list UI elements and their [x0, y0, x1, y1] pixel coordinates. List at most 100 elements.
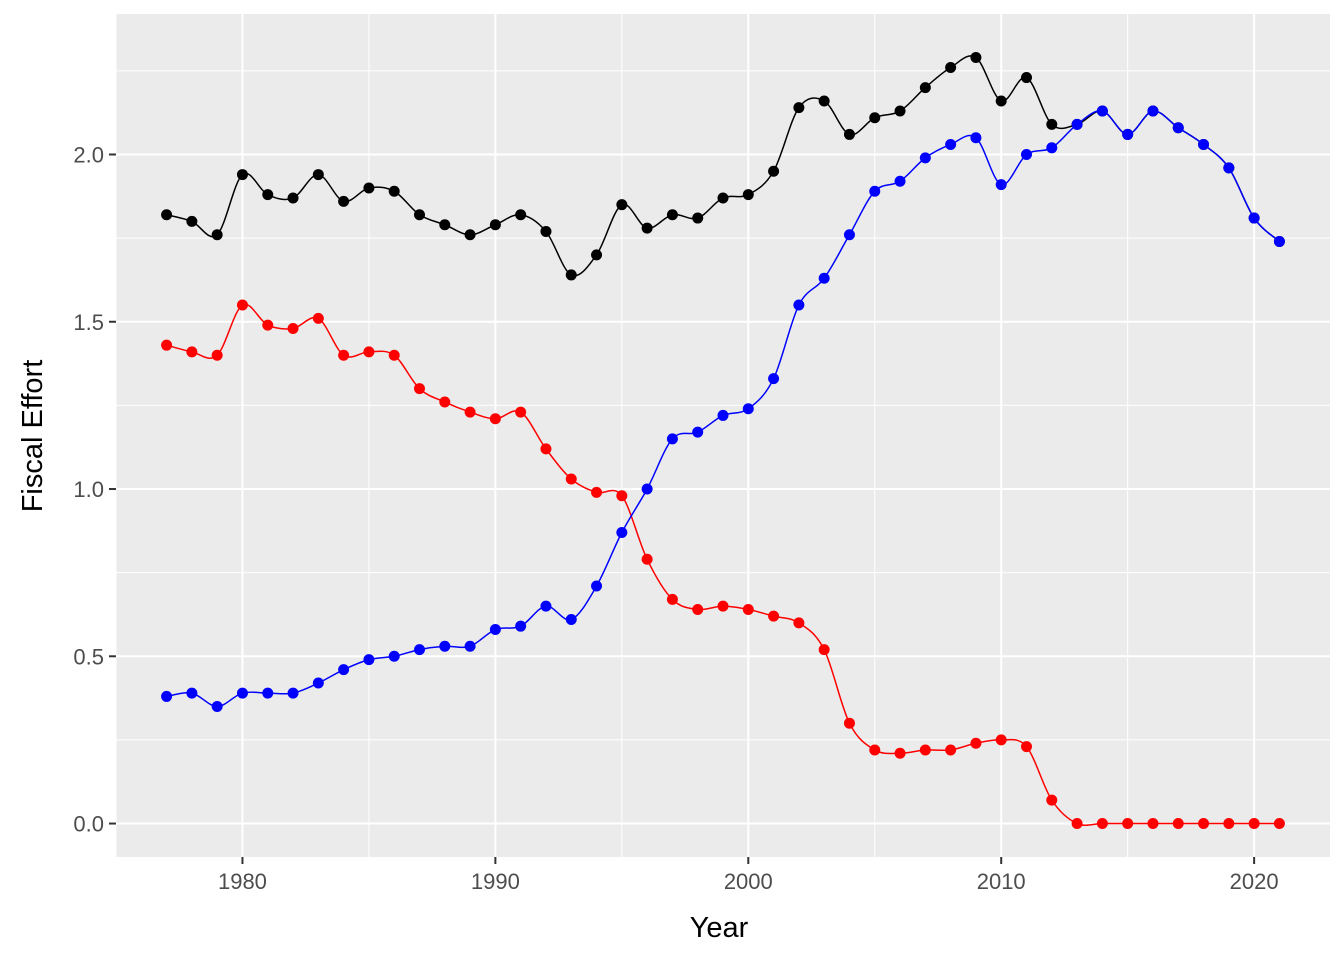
series-point-2	[186, 346, 198, 358]
series-point-1	[363, 182, 375, 194]
x-tick-label: 1980	[218, 869, 267, 894]
series-point-3	[641, 483, 653, 495]
series-point-2	[1071, 818, 1083, 830]
series-point-3	[1096, 105, 1108, 117]
y-tick-label: 1.0	[73, 477, 104, 502]
series-point-3	[312, 677, 324, 689]
x-axis-title: Year	[690, 912, 749, 944]
series-point-3	[1021, 149, 1032, 160]
series-point-1	[768, 165, 780, 177]
series-point-2	[945, 744, 957, 756]
series-point-1	[995, 95, 1007, 107]
series-point-3	[363, 654, 375, 666]
series-point-1	[970, 51, 982, 63]
series-point-3	[591, 580, 603, 592]
series-point-3	[1122, 128, 1134, 140]
series-point-2	[1172, 818, 1184, 830]
series-point-3	[793, 299, 805, 311]
series-point-2	[995, 734, 1007, 746]
series-point-1	[666, 209, 678, 221]
series-point-2	[1198, 818, 1210, 830]
series-point-3	[439, 640, 451, 652]
series-point-1	[793, 102, 805, 114]
series-point-2	[616, 490, 628, 502]
series-point-1	[641, 222, 653, 234]
series-point-3	[1172, 122, 1184, 134]
series-point-2	[793, 617, 805, 629]
series-point-3	[464, 640, 476, 652]
series-point-3	[616, 527, 628, 539]
series-point-2	[363, 346, 375, 358]
series-point-2	[1096, 818, 1108, 830]
series-point-2	[414, 383, 425, 395]
series-point-2	[666, 593, 678, 605]
series-point-1	[439, 219, 451, 231]
series-point-1	[742, 189, 754, 201]
series-point-2	[919, 744, 931, 756]
series-point-3	[1273, 235, 1285, 247]
series-point-3	[414, 644, 425, 656]
plot-panel	[116, 14, 1330, 857]
series-point-2	[818, 644, 830, 656]
y-tick-label: 1.5	[73, 310, 104, 335]
series-point-2	[742, 603, 754, 615]
series-point-1	[186, 215, 198, 227]
series-point-1	[818, 95, 830, 107]
series-point-3	[287, 687, 299, 699]
series-point-3	[843, 229, 855, 241]
series-point-1	[161, 209, 173, 221]
series-point-3	[945, 138, 957, 150]
y-tick-label: 2.0	[73, 143, 104, 168]
series-point-3	[211, 700, 223, 712]
y-axis: 0.0 0.5 1.0 1.5 2.0	[73, 143, 116, 837]
series-point-1	[591, 249, 603, 261]
series-point-3	[515, 620, 527, 632]
series-point-1	[869, 112, 881, 124]
series-point-3	[565, 613, 577, 625]
series-point-2	[1046, 794, 1058, 806]
series-point-1	[894, 105, 906, 117]
series-point-3	[818, 272, 830, 284]
series-point-1	[414, 209, 425, 221]
series-point-3	[1248, 212, 1260, 224]
series-point-2	[1147, 818, 1159, 830]
series-point-2	[1223, 818, 1235, 830]
series-point-3	[262, 687, 274, 699]
series-point-2	[338, 349, 350, 361]
y-tick-label: 0.0	[73, 812, 104, 837]
series-point-3	[970, 132, 982, 144]
series-point-3	[540, 600, 552, 612]
series-point-2	[1273, 818, 1285, 830]
series-point-3	[995, 179, 1007, 191]
series-point-2	[1248, 818, 1260, 830]
series-point-1	[312, 169, 324, 181]
series-point-1	[692, 212, 704, 224]
series-point-1	[717, 192, 729, 204]
series-point-1	[540, 225, 552, 237]
series-point-3	[742, 403, 754, 415]
series-point-2	[489, 413, 501, 425]
series-point-2	[312, 312, 324, 324]
series-point-2	[439, 396, 451, 408]
series-point-2	[464, 406, 476, 418]
series-point-2	[692, 603, 704, 615]
series-point-3	[1147, 105, 1159, 117]
series-point-1	[338, 195, 350, 207]
y-tick-label: 0.5	[73, 644, 104, 669]
x-tick-label: 2000	[724, 869, 773, 894]
series-point-2	[591, 486, 603, 498]
series-point-2	[540, 443, 552, 455]
series-point-3	[388, 650, 400, 662]
series-point-3	[717, 409, 729, 421]
series-point-1	[565, 269, 577, 281]
series-point-3	[1046, 142, 1058, 154]
series-point-2	[236, 299, 248, 311]
series-point-1	[236, 169, 248, 181]
series-point-3	[1223, 162, 1235, 174]
series-point-2	[565, 473, 577, 485]
series-point-3	[186, 687, 198, 699]
series-point-1	[211, 229, 223, 241]
series-point-2	[515, 406, 527, 418]
series-point-1	[287, 192, 299, 204]
series-point-3	[768, 373, 780, 385]
